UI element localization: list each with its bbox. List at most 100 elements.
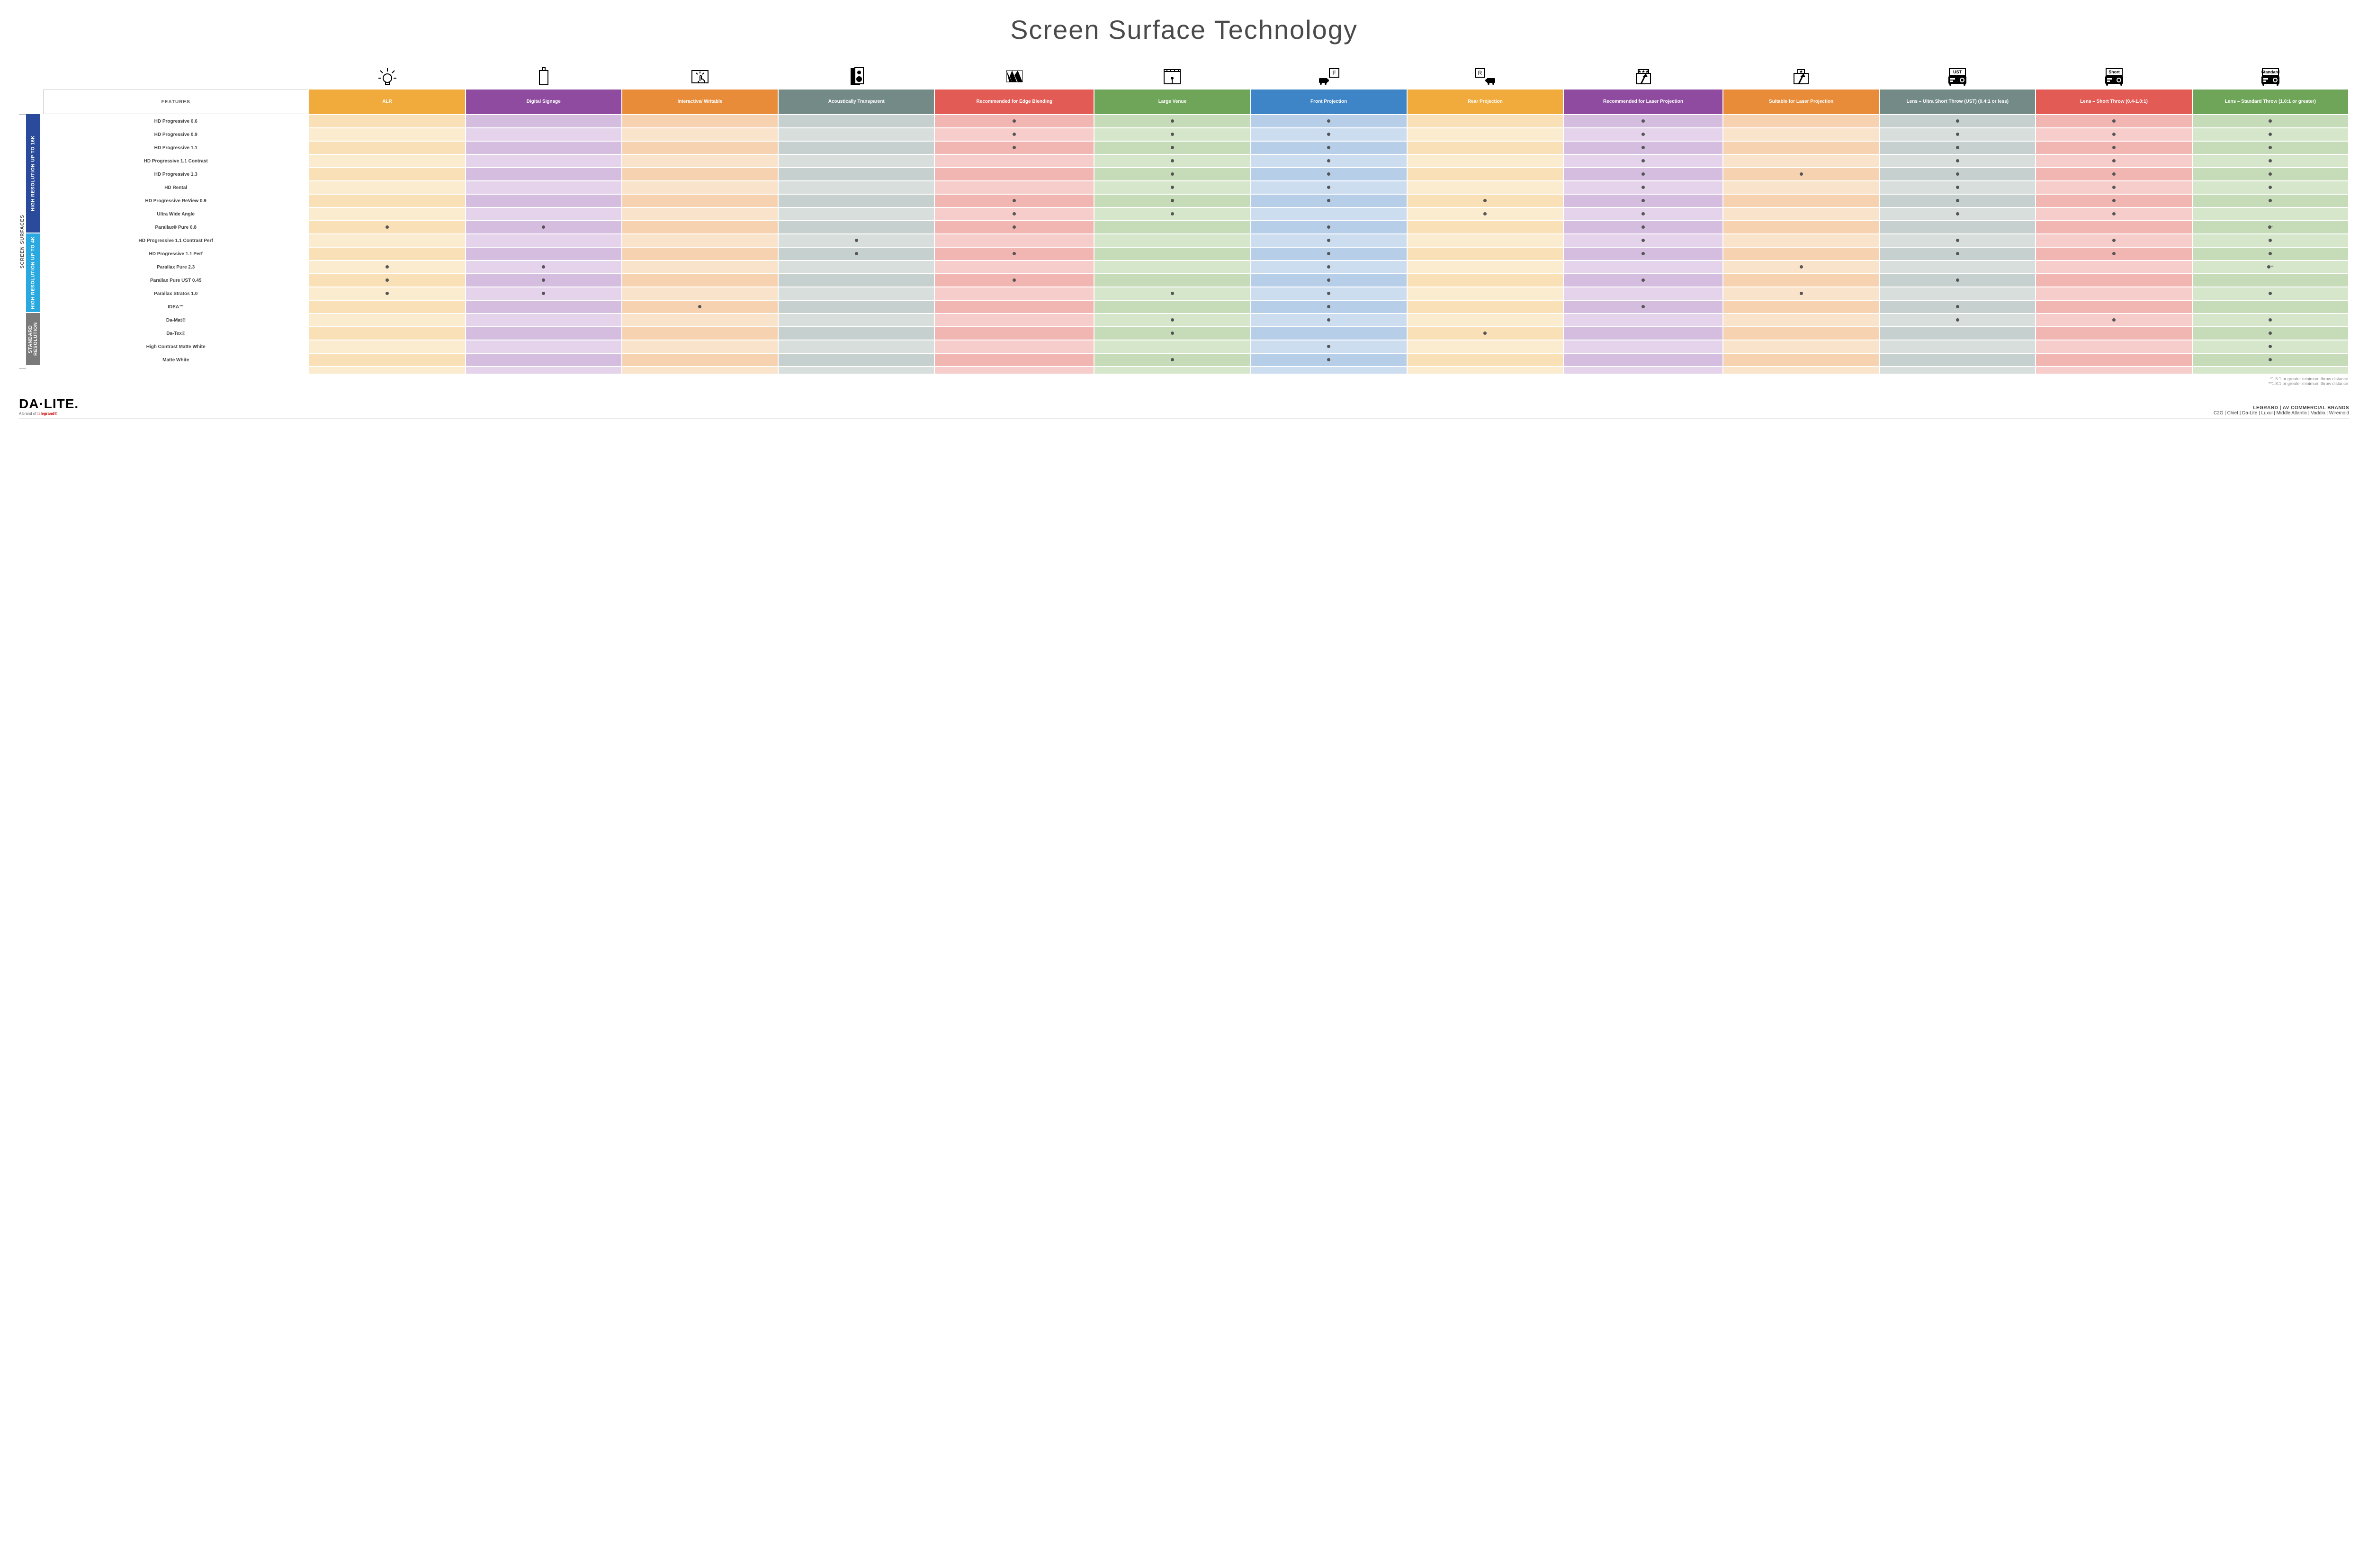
cell <box>779 115 934 127</box>
col-hdr-venue: Large Venue <box>1094 90 1250 114</box>
cell <box>622 221 778 233</box>
col-hdr-edge: Recommended for Edge Blending <box>935 90 1094 114</box>
cell <box>1880 261 2035 273</box>
cell <box>1723 261 1879 273</box>
features-header: FEATURES <box>43 90 308 114</box>
cell <box>779 168 934 180</box>
front-icon: F <box>1251 60 1407 89</box>
cell <box>1564 301 1722 313</box>
short-icon: Short <box>2036 60 2191 89</box>
cell <box>779 354 934 366</box>
cell <box>466 287 621 300</box>
svg-text:Standard: Standard <box>2261 70 2279 74</box>
cell <box>1723 168 1879 180</box>
laserRec-icon: ★★★ <box>1564 60 1722 89</box>
cell <box>1564 248 1722 260</box>
cell <box>1723 115 1879 127</box>
cell <box>1251 314 1407 326</box>
cell <box>935 142 1094 154</box>
cell <box>622 155 778 167</box>
cell <box>1094 234 1250 247</box>
cell <box>779 208 934 220</box>
cell <box>1564 155 1722 167</box>
cell <box>1094 261 1250 273</box>
cell <box>1564 208 1722 220</box>
cell <box>1564 287 1722 300</box>
cell <box>1094 128 1250 141</box>
cell <box>309 142 465 154</box>
cell <box>622 327 778 340</box>
cell <box>1251 181 1407 194</box>
cell <box>1880 301 2035 313</box>
cell <box>935 314 1094 326</box>
cell <box>935 327 1094 340</box>
cell <box>935 287 1094 300</box>
cell <box>2193 155 2348 167</box>
cell <box>1408 274 1563 287</box>
cell <box>1251 155 1407 167</box>
cell <box>2193 340 2348 353</box>
rear-icon: R <box>1408 60 1563 89</box>
cell <box>1094 142 1250 154</box>
cell <box>1564 115 1722 127</box>
chart-container: SCREEN SURFACES HIGH RESOLUTION UP TO 16… <box>19 59 2349 387</box>
cell <box>2193 327 2348 340</box>
row-hdr: Parallax Pure 2.3 <box>43 261 308 273</box>
cell <box>309 128 465 141</box>
cell <box>2036 261 2191 273</box>
cell <box>2193 248 2348 260</box>
svg-text:R: R <box>1478 70 1482 76</box>
row-hdr: Parallax® Pure 0.8 <box>43 221 308 233</box>
cell <box>622 208 778 220</box>
cell <box>1880 168 2035 180</box>
cell <box>2036 155 2191 167</box>
cell <box>1723 208 1879 220</box>
col-hdr-short: Lens – Short Throw (0.4-1.0:1) <box>2036 90 2191 114</box>
cell <box>622 314 778 326</box>
cell <box>309 287 465 300</box>
cell <box>2193 314 2348 326</box>
cell <box>309 314 465 326</box>
col-hdr-laserRec: Recommended for Laser Projection <box>1564 90 1722 114</box>
cell <box>1408 221 1563 233</box>
cell <box>935 221 1094 233</box>
cell <box>1880 142 2035 154</box>
cell <box>1094 301 1250 313</box>
cell <box>622 195 778 207</box>
row-hdr: Da-Mat® <box>43 314 308 326</box>
cell <box>1408 195 1563 207</box>
cell <box>1880 234 2035 247</box>
cell <box>935 208 1094 220</box>
cell <box>466 168 621 180</box>
cell <box>622 128 778 141</box>
cell <box>1408 261 1563 273</box>
row-hdr: Ultra Wide Angle <box>43 208 308 220</box>
cell <box>1251 354 1407 366</box>
cell <box>779 340 934 353</box>
cell <box>1564 168 1722 180</box>
svg-text:★: ★ <box>1799 69 1803 74</box>
cell <box>2193 168 2348 180</box>
cell <box>466 115 621 127</box>
cell <box>1723 221 1879 233</box>
cell <box>466 327 621 340</box>
cell <box>1723 287 1879 300</box>
row-hdr: HD Progressive 1.1 Contrast <box>43 155 308 167</box>
cell <box>622 142 778 154</box>
cell <box>779 128 934 141</box>
cell <box>2036 208 2191 220</box>
cell <box>1880 221 2035 233</box>
cell <box>1251 261 1407 273</box>
cell <box>2036 327 2191 340</box>
signage-icon <box>466 60 621 89</box>
cell <box>466 128 621 141</box>
cell <box>309 208 465 220</box>
cell <box>935 301 1094 313</box>
cell <box>1251 142 1407 154</box>
cell <box>1094 115 1250 127</box>
cell <box>309 261 465 273</box>
cell <box>935 195 1094 207</box>
row-hdr: Da-Tex® <box>43 327 308 340</box>
svg-text:Short: Short <box>2108 70 2120 74</box>
cell <box>1408 208 1563 220</box>
